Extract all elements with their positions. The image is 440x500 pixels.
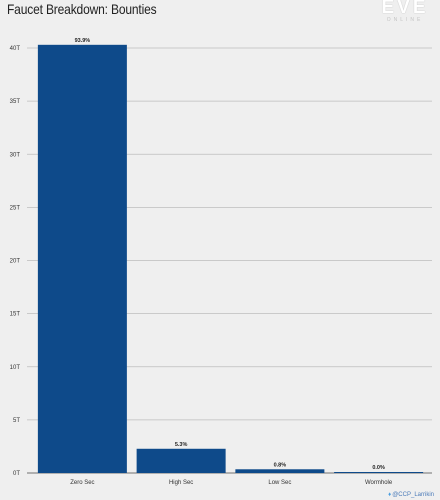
- logo-subtext: ONLINE: [386, 17, 424, 23]
- bar: [235, 469, 325, 473]
- logo-wordmark: EVE: [381, 0, 429, 18]
- y-tick-label: 35T: [10, 99, 21, 105]
- y-tick-label: 0T: [13, 471, 20, 477]
- data-labels: 93.9% 5.3% 0.8% 0.0%: [75, 38, 385, 471]
- bars: [37, 44, 424, 473]
- x-tick-label: Low Sec: [268, 480, 291, 486]
- bar: [136, 448, 226, 473]
- y-tick-label: 5T: [13, 418, 20, 424]
- bar: [334, 472, 424, 473]
- y-tick-label: 40T: [10, 46, 21, 52]
- credit-text: @CCP_Larrikin: [392, 492, 434, 498]
- author-credit: ♦@CCP_Larrikin: [388, 492, 434, 498]
- data-label: 0.8%: [274, 462, 287, 468]
- data-label: 0.0%: [372, 465, 385, 471]
- y-tick-label: 15T: [10, 312, 21, 318]
- x-axis-ticks: Zero Sec High Sec Low Sec Wormhole: [70, 480, 393, 486]
- twitter-bird-icon: ♦: [388, 492, 392, 498]
- data-label: 5.3%: [175, 442, 188, 448]
- y-tick-label: 25T: [10, 205, 21, 211]
- y-tick-label: 10T: [10, 365, 21, 371]
- x-tick-label: Wormhole: [365, 480, 393, 486]
- bar: [37, 44, 127, 473]
- x-tick-label: Zero Sec: [70, 480, 94, 486]
- y-axis-ticks: 0T 5T 10T 15T 20T 25T 30T 35T 40T: [10, 46, 21, 477]
- eve-online-logo: EVE ONLINE: [377, 0, 433, 26]
- chart-title: Faucet Breakdown: Bounties: [7, 1, 157, 17]
- data-label: 93.9%: [75, 38, 91, 44]
- x-tick-label: High Sec: [169, 480, 193, 486]
- y-tick-label: 30T: [10, 152, 21, 158]
- y-tick-label: 20T: [10, 259, 21, 265]
